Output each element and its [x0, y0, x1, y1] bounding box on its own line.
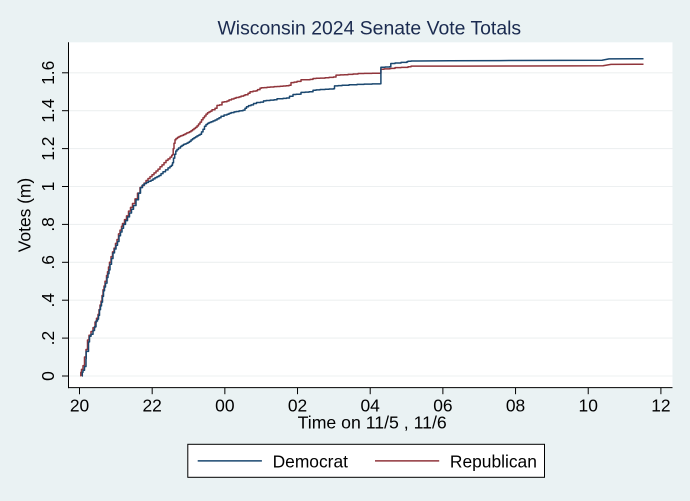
svg-text:Wisconsin 2024 Senate Vote Tot: Wisconsin 2024 Senate Vote Totals — [217, 18, 521, 40]
svg-text:22: 22 — [143, 396, 162, 416]
svg-text:04: 04 — [361, 396, 381, 416]
svg-text:08: 08 — [506, 396, 525, 416]
svg-text:20: 20 — [70, 396, 89, 416]
svg-text:.8: .8 — [38, 217, 58, 232]
svg-text:02: 02 — [288, 396, 307, 416]
svg-text:1: 1 — [38, 182, 58, 192]
svg-text:1.4: 1.4 — [38, 98, 58, 123]
svg-text:0: 0 — [38, 371, 58, 381]
svg-text:12: 12 — [651, 396, 670, 416]
svg-text:.6: .6 — [38, 255, 58, 270]
svg-text:1.6: 1.6 — [38, 61, 58, 85]
svg-text:Republican: Republican — [450, 451, 537, 471]
svg-text:1.2: 1.2 — [38, 137, 58, 161]
svg-text:.4: .4 — [38, 293, 58, 308]
svg-text:06: 06 — [433, 396, 452, 416]
svg-text:.2: .2 — [38, 331, 58, 346]
svg-text:Democrat: Democrat — [273, 451, 349, 471]
svg-text:00: 00 — [215, 396, 234, 416]
svg-text:Time on 11/5 , 11/6: Time on 11/5 , 11/6 — [298, 412, 447, 432]
svg-text:Votes (m): Votes (m) — [15, 178, 35, 252]
svg-text:10: 10 — [579, 396, 598, 416]
